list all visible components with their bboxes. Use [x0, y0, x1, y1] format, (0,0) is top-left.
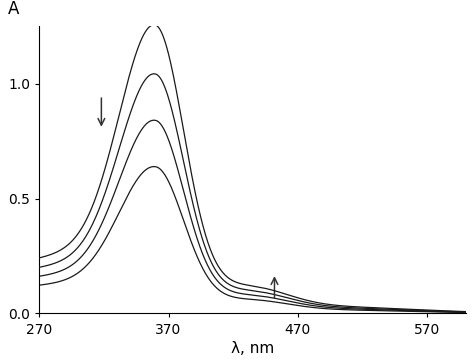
X-axis label: λ, nm: λ, nm [231, 341, 274, 356]
Y-axis label: A: A [8, 0, 19, 17]
